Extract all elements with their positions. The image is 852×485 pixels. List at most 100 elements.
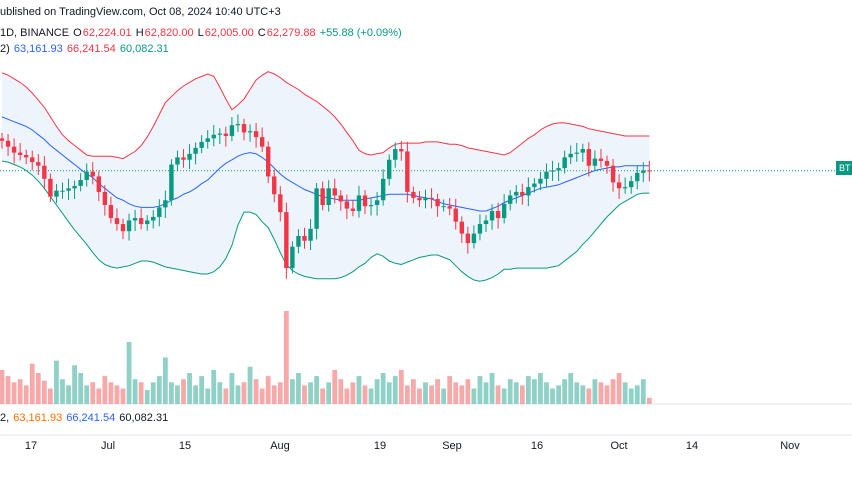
candle-body xyxy=(175,157,180,165)
volume-bar xyxy=(550,388,555,404)
candle-body xyxy=(544,171,549,179)
volume-bar xyxy=(616,373,622,404)
volume-bar xyxy=(217,382,223,404)
candle-body xyxy=(84,171,89,180)
candle-body xyxy=(332,188,337,196)
volume-bar xyxy=(72,365,77,404)
candle-body xyxy=(453,208,458,222)
candle-body xyxy=(532,183,537,188)
volume-bar xyxy=(525,376,531,404)
bb-basis-value: 63,161.93 xyxy=(13,43,63,55)
vol-v1: 63,161.93 xyxy=(13,412,63,424)
candle-body xyxy=(387,159,392,179)
low-value: 62,005.00 xyxy=(204,27,254,39)
volume-bar xyxy=(634,385,640,404)
candle-body xyxy=(399,149,404,152)
volume-bar xyxy=(302,385,307,404)
x-tick-label: Oct xyxy=(610,440,628,452)
candle-body xyxy=(326,188,331,205)
volume-bar xyxy=(362,385,368,404)
candle-body xyxy=(471,233,477,244)
candle-body xyxy=(441,206,446,208)
volume-bar xyxy=(11,382,17,404)
candle-body xyxy=(126,220,132,232)
candle-body xyxy=(350,208,356,211)
volume-bar xyxy=(380,373,386,404)
volume-bar xyxy=(411,379,416,404)
volume-bar xyxy=(610,379,616,404)
candle-body xyxy=(447,206,452,209)
volume-bar xyxy=(568,373,574,404)
candle-body xyxy=(108,205,114,219)
volume-bar xyxy=(483,382,489,404)
volume-bar xyxy=(332,369,338,404)
volume-bar xyxy=(308,382,313,404)
candle-body xyxy=(72,185,77,189)
x-tick-label: Sep xyxy=(442,440,462,452)
candle-body xyxy=(302,235,307,241)
candle-body xyxy=(66,188,71,191)
candle-body xyxy=(526,187,531,196)
volume-bar xyxy=(489,373,495,404)
candle-body xyxy=(520,191,525,196)
volume-bar xyxy=(108,382,114,404)
interval-label: 1D, BINANCE xyxy=(0,27,70,39)
candle-body xyxy=(550,170,555,172)
volume-bar xyxy=(138,382,144,404)
candle-body xyxy=(120,224,126,232)
volume-bar xyxy=(296,373,301,404)
volume-bar xyxy=(66,385,71,404)
volume-bar xyxy=(144,390,150,404)
candle-body xyxy=(556,168,561,171)
volume-bar xyxy=(507,379,513,404)
candle-body xyxy=(5,140,11,147)
candle-body xyxy=(489,210,495,221)
volume-bar xyxy=(538,373,543,404)
volume-bar xyxy=(646,397,652,404)
volume-bar xyxy=(386,382,392,404)
candle-body xyxy=(235,124,241,126)
volume-bar xyxy=(465,379,471,404)
candle-body xyxy=(538,178,543,184)
volume-bar xyxy=(556,385,561,404)
volume-bar xyxy=(501,388,507,404)
high-value: 62,820.00 xyxy=(144,27,194,39)
volume-bar xyxy=(604,385,610,404)
volume-bar xyxy=(459,385,465,404)
candle-body xyxy=(138,218,144,225)
candle-body xyxy=(604,160,610,166)
candle-body xyxy=(157,207,162,217)
candle-body xyxy=(562,157,567,169)
volume-bar xyxy=(435,379,440,404)
volume-bar xyxy=(84,385,90,404)
candle-body xyxy=(259,137,265,147)
candle-body xyxy=(30,157,35,163)
candle-body xyxy=(598,158,604,161)
volume-bar xyxy=(277,382,283,404)
candle-body xyxy=(78,180,83,186)
x-tick-label: 15 xyxy=(178,440,192,452)
volume-bar xyxy=(423,382,428,404)
upper-band-line xyxy=(1,71,650,160)
volume-bar xyxy=(562,379,568,404)
candle-body xyxy=(380,178,386,201)
volume-bar xyxy=(205,388,211,404)
bb-legend: 2) 63,161.93 66,241.54 60,082.31 xyxy=(0,43,169,55)
candle-body xyxy=(217,133,222,135)
volume-bar xyxy=(404,385,410,404)
volume-bar xyxy=(392,376,398,404)
candle-body xyxy=(169,164,174,201)
candle-body xyxy=(48,178,53,197)
candle-body xyxy=(36,162,41,166)
volume-bar xyxy=(592,379,598,404)
candle-body xyxy=(641,170,646,173)
candle-body xyxy=(223,133,229,136)
candle-body xyxy=(90,171,95,177)
volume-bar xyxy=(622,382,628,404)
volume-bar xyxy=(241,382,247,404)
band-fill xyxy=(2,71,650,282)
volume-bar xyxy=(398,369,404,404)
volume-bar xyxy=(574,382,580,404)
candle-body xyxy=(54,190,59,197)
